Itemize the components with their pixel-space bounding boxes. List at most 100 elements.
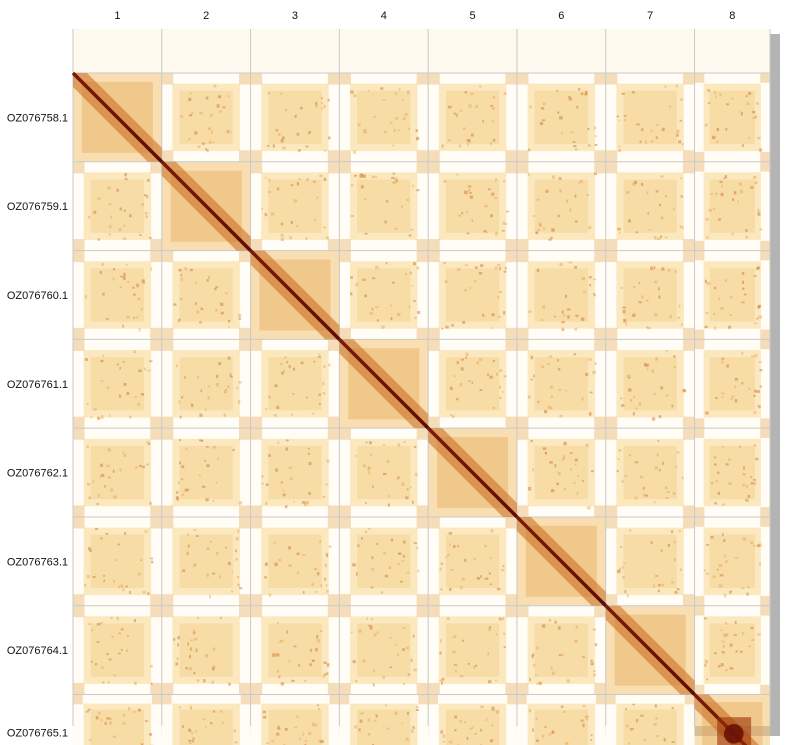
heatmap-cell	[302, 590, 305, 594]
heatmap-cell	[317, 707, 320, 711]
heatmap-cell	[632, 703, 635, 706]
heatmap-cell	[124, 177, 128, 181]
heatmap-cell	[230, 590, 234, 593]
heatmap-cell	[574, 220, 578, 223]
heatmap-cell	[413, 542, 418, 545]
heatmap-cell	[179, 461, 182, 465]
heatmap-cell	[742, 632, 744, 636]
heatmap-cell	[129, 591, 132, 594]
heatmap-cell	[305, 237, 308, 240]
heatmap-cell	[528, 486, 532, 491]
heatmap-cell	[428, 416, 440, 429]
heatmap-block	[73, 694, 162, 745]
heatmap-cell	[629, 529, 632, 532]
heatmap-cell	[321, 106, 323, 110]
heatmap-cell	[315, 105, 318, 108]
heatmap-cell	[450, 569, 454, 571]
heatmap-cell	[397, 653, 399, 657]
heatmap-cell	[453, 544, 456, 549]
heatmap-block	[516, 605, 606, 695]
heatmap-cell	[285, 447, 289, 451]
heatmap-cell	[277, 187, 280, 191]
heatmap-cell	[625, 191, 630, 194]
heatmap-cell	[556, 482, 560, 486]
heatmap-cell	[371, 175, 375, 179]
heatmap-cell	[285, 439, 289, 442]
heatmap-cell	[362, 464, 366, 468]
heatmap-cell	[682, 389, 685, 392]
heatmap-cell	[395, 712, 398, 716]
heatmap-cell	[753, 394, 756, 397]
heatmap-cell	[415, 472, 418, 477]
heatmap-cell	[594, 172, 598, 176]
heatmap-cell	[537, 400, 540, 403]
heatmap-cell	[273, 414, 277, 417]
heatmap-cell	[313, 360, 316, 363]
heatmap-cell	[339, 505, 351, 517]
heatmap-cell	[704, 663, 707, 667]
heatmap-cell	[235, 549, 237, 553]
heatmap-cell	[352, 150, 357, 154]
heatmap-cell	[551, 228, 555, 232]
heatmap-cell	[151, 560, 154, 564]
heatmap-cell	[735, 650, 738, 653]
heatmap-cell	[716, 141, 719, 143]
heatmap-cell	[292, 393, 295, 395]
heatmap-cell	[759, 228, 763, 231]
heatmap-cell	[172, 261, 240, 329]
heatmap-cell	[147, 369, 151, 372]
heatmap-cell	[703, 617, 707, 620]
heatmap-cell	[491, 192, 495, 196]
heatmap-cell	[704, 659, 709, 664]
heatmap-cell	[397, 552, 402, 555]
heatmap-cell	[588, 412, 592, 416]
heatmap-cell	[402, 627, 406, 629]
heatmap-cell	[729, 643, 733, 647]
heatmap-block	[73, 250, 162, 340]
heatmap-cell	[543, 410, 548, 414]
heatmap-cell	[516, 505, 529, 517]
heatmap-cell	[267, 92, 270, 95]
heatmap-cell	[250, 416, 263, 429]
heatmap-cell	[671, 741, 675, 743]
heatmap-cell	[438, 83, 507, 152]
heatmap-cell	[339, 161, 351, 174]
heatmap-cell	[682, 505, 695, 517]
heatmap-cell	[656, 123, 659, 126]
heatmap-cell	[680, 195, 683, 197]
heatmap-cell	[323, 177, 327, 182]
heatmap-cell	[413, 445, 417, 448]
heatmap-cell	[516, 339, 529, 351]
heatmap-cell	[654, 466, 659, 470]
heatmap-cell	[428, 73, 440, 85]
heatmap-cell	[746, 484, 748, 488]
heatmap-cell	[505, 682, 517, 695]
heatmap-cell	[179, 90, 233, 145]
heatmap-cell	[365, 502, 367, 504]
heatmap-cell	[724, 669, 728, 672]
heatmap-block	[161, 250, 251, 340]
heatmap-cell	[535, 717, 538, 721]
heatmap-cell	[549, 385, 553, 389]
heatmap-cell	[202, 485, 206, 488]
heatmap-cell	[172, 703, 240, 745]
dense-core	[723, 723, 744, 744]
heatmap-cell	[428, 339, 440, 351]
heatmap-cell	[250, 150, 263, 162]
heatmap-cell	[471, 381, 474, 384]
heatmap-cell	[308, 462, 312, 466]
heatmap-cell	[376, 542, 378, 546]
heatmap-cell	[542, 227, 546, 230]
heatmap-cell	[327, 239, 340, 251]
heatmap-cell	[315, 590, 318, 593]
heatmap-cell	[623, 562, 626, 565]
heatmap-cell	[594, 135, 598, 138]
heatmap-cell	[134, 681, 137, 686]
heatmap-cell	[441, 327, 444, 330]
column-label: 7	[647, 10, 653, 22]
heatmap-cell	[149, 237, 152, 239]
heatmap-cell	[123, 276, 126, 281]
heatmap-cell	[759, 148, 762, 152]
heatmap-cell	[311, 659, 315, 662]
heatmap-cell	[718, 564, 723, 567]
